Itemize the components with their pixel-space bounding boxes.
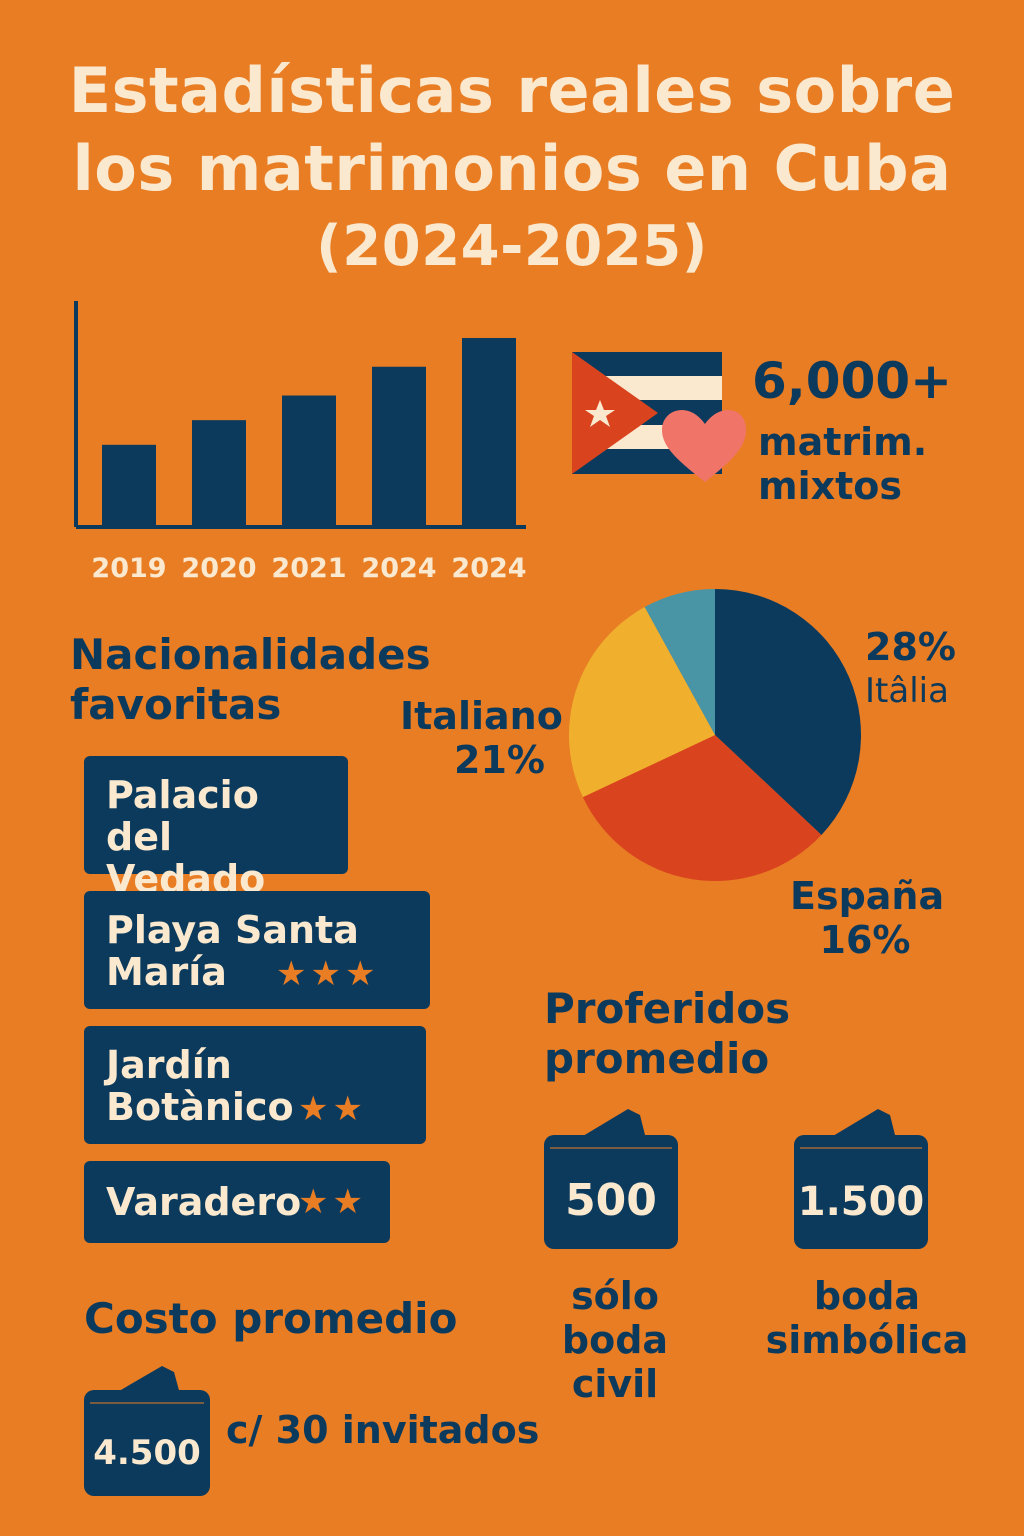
mixed-label-line-1: matrim. [758, 420, 928, 464]
title-line-2: los matrimonios en Cuba [72, 132, 952, 205]
cost-note: c/ 30 invitados [226, 1408, 540, 1452]
caption-line-1: sólo boda [561, 1274, 669, 1362]
pie-label-italiano-pct: 21% [454, 738, 545, 782]
wallet-amount: 1.500 [798, 1179, 925, 1225]
x-tick-label: 2021 [271, 553, 346, 584]
heart-icon [662, 410, 746, 482]
venue-card-playa-santa-maria: Playa Santa María ★★★ [84, 891, 430, 1009]
pie-label-italia: 28% Itâlia [865, 625, 956, 713]
cost-title: Costo promedio [84, 1294, 458, 1343]
preferred-title-line-1: Proferidos [544, 984, 791, 1033]
bar-0 [102, 444, 156, 527]
preferred-title: Proferidos promedio [544, 984, 790, 1084]
title-line-1: Estadísticas reales sobre [68, 54, 956, 127]
pie-label-espana: España 16% [790, 874, 945, 962]
nationalities-title-line-2: favoritas [70, 680, 282, 729]
pie-label-italia-pct: 28% [865, 625, 956, 669]
x-tick-label: 2024 [451, 553, 526, 584]
page-title: Estadísticas reales sobre los matrimonio… [0, 52, 1024, 286]
title-line-3: (2024-2025) [316, 214, 708, 279]
preferred-caption-civil: sólo boda civil [520, 1274, 710, 1406]
preferred-title-line-2: promedio [544, 1034, 770, 1083]
pie-slice-1 [582, 735, 822, 881]
wallet-amount: 4.500 [93, 1433, 201, 1473]
bar-1 [192, 420, 246, 527]
rating-stars: ★★ [298, 1089, 367, 1129]
x-tick-label: 2020 [181, 553, 256, 584]
venue-line-1: Palacio del [106, 773, 259, 859]
pie-chart [569, 589, 861, 881]
caption-line-2: simbólica [765, 1318, 969, 1362]
wallet-amount: 500 [565, 1175, 657, 1226]
venue-card-varadero: Varadero ★★ [84, 1161, 390, 1243]
venue-line-1: Playa Santa [106, 908, 359, 952]
venue-line-1: Jardín [106, 1043, 232, 1087]
bar-chart: 2019 2020 2021 2024 2024 [74, 301, 527, 584]
caption-line-1: boda [813, 1274, 921, 1318]
bar-3 [372, 366, 426, 527]
preferred-caption-simbolica: boda simbólica [762, 1274, 972, 1362]
bar-4 [462, 337, 516, 527]
pie-label-italiano: Italiano 21% [400, 694, 563, 782]
wallet-icon: 4.500 [84, 1366, 210, 1496]
x-tick-label: 2019 [91, 553, 166, 584]
rating-stars: ★★★ [276, 954, 380, 994]
x-tick-label: 2024 [361, 553, 436, 584]
pie-slice-2 [569, 607, 715, 798]
caption-line-2: civil [571, 1362, 659, 1406]
venue-card-palacio: Palacio del Vedado [84, 756, 348, 900]
pie-label-espana-pct: 16% [819, 918, 911, 962]
wallet-icon: 500 [544, 1109, 678, 1249]
pie-label-espana-name: España [790, 874, 945, 918]
pie-slice-3 [644, 589, 715, 735]
mixed-marriages-number: 6,000+ [752, 352, 953, 410]
venue-line-2: María [106, 950, 227, 994]
cuba-flag-icon [572, 352, 746, 482]
wallet-icon: 1.500 [794, 1109, 928, 1249]
pie-label-italiano-name: Italiano [400, 694, 563, 738]
bar-2 [282, 395, 336, 527]
mixed-marriages-label: matrim. mixtos [758, 420, 927, 508]
venue-card-jardin-botanico: Jardín Botànico ★★ [84, 1026, 426, 1144]
pie-label-italia-name: Itâlia [865, 671, 949, 711]
rating-stars: ★★ [298, 1182, 367, 1222]
pie-slice-0 [715, 589, 861, 835]
mixed-label-line-2: mixtos [758, 464, 903, 508]
venue-line-1: Varadero [106, 1180, 302, 1224]
nationalities-title: Nacionalidades favoritas [70, 630, 431, 730]
venue-line-2: Botànico [106, 1085, 294, 1129]
nationalities-title-line-1: Nacionalidades [70, 630, 431, 679]
